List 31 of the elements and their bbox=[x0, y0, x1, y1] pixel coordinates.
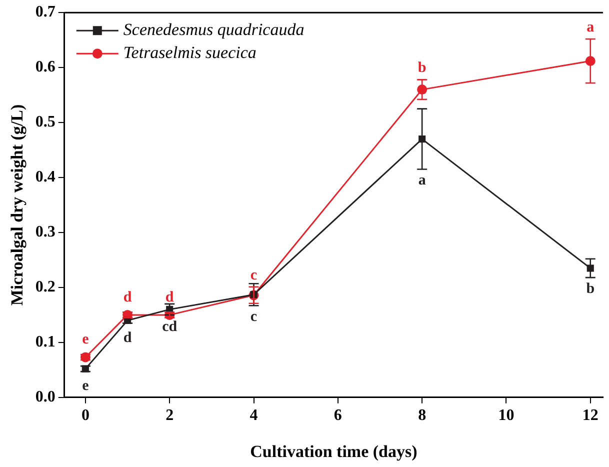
legend-label: Tetraselmis suecica bbox=[123, 43, 256, 62]
x-tick-label: 6 bbox=[334, 407, 342, 424]
data-label: a bbox=[586, 19, 595, 36]
x-tick-label: 2 bbox=[166, 407, 174, 424]
data-label: d bbox=[123, 330, 132, 346]
data-label: b bbox=[418, 60, 426, 76]
x-tick-label: 10 bbox=[498, 407, 514, 424]
x-tick-label: 8 bbox=[418, 407, 426, 424]
y-tick-label: 0.6 bbox=[35, 58, 56, 76]
data-label: cd bbox=[162, 318, 178, 335]
x-tick-label: 0 bbox=[81, 407, 90, 424]
y-tick-label: 0.4 bbox=[35, 168, 56, 186]
data-label: c bbox=[250, 308, 258, 325]
data-label: e bbox=[82, 378, 90, 394]
legend-label: Scenedesmus quadricauda bbox=[123, 20, 304, 40]
y-tick-label: 0.0 bbox=[35, 388, 56, 406]
data-label: d bbox=[165, 289, 174, 306]
y-tick-label: 0.2 bbox=[35, 278, 56, 296]
y-axis-title: Microalgal dry weight (g/L) bbox=[8, 104, 27, 306]
y-tick-label: 0.5 bbox=[35, 114, 56, 131]
data-label: b bbox=[586, 280, 595, 297]
data-label: e bbox=[82, 332, 90, 348]
y-tick-label: 0.7 bbox=[35, 4, 56, 21]
data-label: d bbox=[123, 289, 132, 306]
data-label: c bbox=[250, 267, 258, 284]
y-tick-label: 0.1 bbox=[35, 334, 56, 351]
x-tick-label: 4 bbox=[250, 407, 258, 424]
x-axis-title: Cultivation time (days) bbox=[250, 442, 418, 462]
data-label: a bbox=[418, 172, 426, 189]
x-tick-label: 12 bbox=[582, 407, 598, 424]
y-tick-label: 0.3 bbox=[35, 224, 56, 241]
